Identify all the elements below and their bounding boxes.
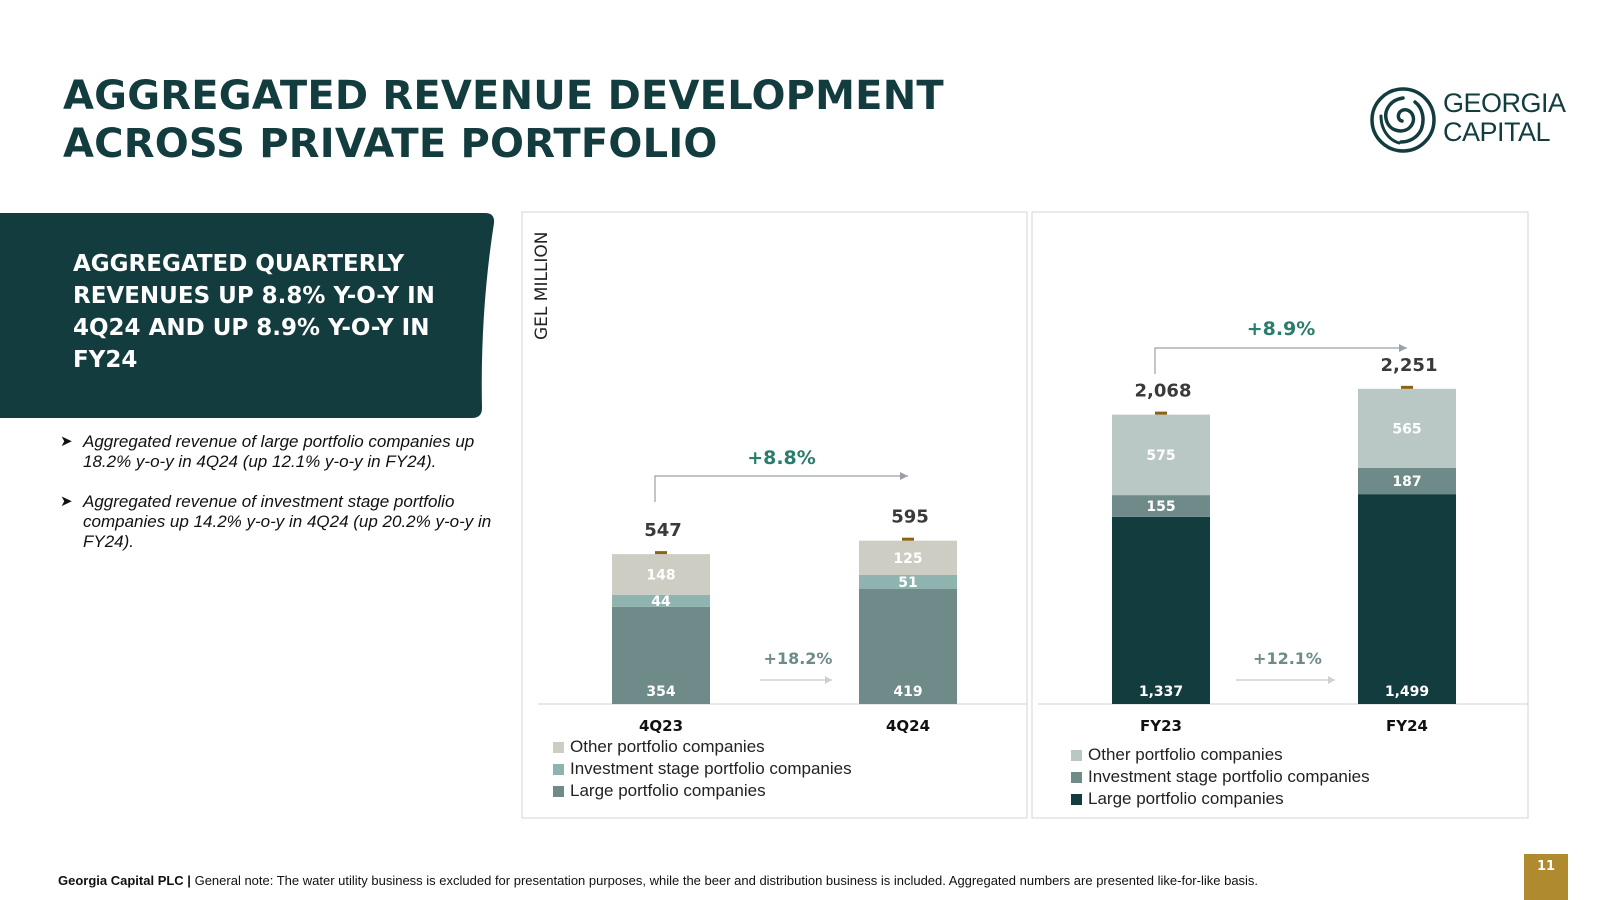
bar-segment-large — [1358, 494, 1456, 704]
bullet-arrow-icon: ➤ — [60, 433, 73, 450]
x-tick-label: FY24 — [1386, 717, 1428, 735]
bar-segment-invest — [1358, 467, 1456, 495]
x-tick-label: 4Q23 — [639, 717, 683, 735]
bar-segment-other — [1112, 414, 1210, 496]
bullet-list: ➤ Aggregated revenue of large portfolio c… — [60, 432, 500, 572]
legend-item: Large portfolio companies — [1071, 788, 1370, 810]
page-title: AGGREGATED REVENUE DEVELOPMENT ACROSS PR… — [63, 72, 944, 168]
bullet-item: ➤ Aggregated revenue of large portfolio c… — [60, 432, 475, 471]
bar-segment-invest — [612, 594, 710, 607]
logo-wordmark: GEORGIA CAPITAL — [1443, 89, 1566, 147]
legend-label: Investment stage portfolio companies — [1088, 767, 1370, 786]
legend-item: Investment stage portfolio companies — [553, 758, 852, 780]
bar-segment-invest — [1112, 495, 1210, 517]
y-axis-label: GEL MILLION — [532, 231, 552, 340]
logo-line-2: CAPITAL — [1443, 117, 1551, 147]
bar-segment-other — [612, 554, 710, 595]
bar-value-label-large: 1,499 — [1385, 684, 1429, 700]
logo-emblem-icon — [1370, 87, 1436, 153]
x-tick-label: FY23 — [1140, 717, 1182, 735]
bar-value-label-large: 419 — [893, 684, 922, 700]
bar-segment-large — [1112, 516, 1210, 704]
legend-item: Other portfolio companies — [553, 736, 852, 758]
bar-value-label-invest: 44 — [651, 594, 671, 610]
logo-line-1: GEORGIA — [1443, 88, 1566, 118]
bar-value-label-large: 354 — [646, 684, 675, 700]
legend-item: Investment stage portfolio companies — [1071, 766, 1370, 788]
legend-label: Large portfolio companies — [1088, 789, 1284, 808]
x-tick-label: 4Q24 — [886, 717, 930, 735]
legend-label: Other portfolio companies — [1088, 745, 1283, 764]
title-line-1: AGGREGATED REVENUE DEVELOPMENT — [63, 73, 944, 119]
bar-value-label-invest: 187 — [1392, 474, 1421, 490]
total-growth-label: +8.9% — [1247, 318, 1316, 340]
legend-label: Investment stage portfolio companies — [570, 759, 852, 778]
total-marker — [655, 551, 667, 555]
bar-total-label: 2,068 — [1135, 381, 1192, 402]
bar-value-label-large: 1,337 — [1139, 684, 1183, 700]
bar-segment-large — [859, 588, 957, 704]
legend-swatch — [1071, 771, 1082, 783]
bar-segment-other — [859, 540, 957, 575]
bar-value-label-invest: 51 — [898, 575, 917, 591]
bullet-item: ➤ Aggregated revenue of investment stage … — [60, 492, 492, 551]
bar-segment-invest — [859, 574, 957, 589]
legend-swatch — [1071, 749, 1082, 761]
legend-item: Large portfolio companies — [553, 780, 852, 802]
headline-banner — [0, 213, 495, 418]
legend-item: Other portfolio companies — [1071, 744, 1370, 766]
bar-value-label-other: 125 — [893, 551, 922, 567]
legend-swatch — [553, 785, 564, 797]
large-growth-label: +12.1% — [1253, 649, 1322, 668]
bar-value-label-other: 575 — [1146, 448, 1175, 464]
legend-swatch — [553, 763, 564, 775]
arrow-head-icon — [825, 676, 832, 684]
bar-total-label: 547 — [644, 520, 682, 541]
quarterly-chart-legend: Other portfolio companies Investment stag… — [553, 736, 852, 802]
footer-note: Georgia Capital PLC | General note: The … — [58, 873, 1258, 888]
arrow-head-icon — [1328, 676, 1335, 684]
bar-value-label-other: 565 — [1392, 421, 1421, 437]
total-growth-arrow — [1154, 347, 1407, 374]
large-growth-label: +18.2% — [764, 649, 833, 668]
bar-value-label-invest: 155 — [1146, 499, 1175, 515]
legend-label: Large portfolio companies — [570, 781, 766, 800]
annual-chart-legend: Other portfolio companies Investment stag… — [1071, 744, 1370, 810]
bar-segment-large — [612, 606, 710, 704]
page-number: 11 — [1524, 854, 1568, 900]
bullet-arrow-icon: ➤ — [60, 493, 73, 510]
total-marker — [1155, 411, 1167, 415]
quarterly-chart-frame — [521, 211, 1028, 819]
total-growth-label: +8.8% — [747, 447, 816, 469]
legend-swatch — [1071, 793, 1082, 805]
bar-value-label-other: 148 — [646, 567, 675, 583]
legend-swatch — [553, 741, 564, 753]
bar-total-label: 2,251 — [1381, 355, 1438, 376]
legend-label: Other portfolio companies — [570, 737, 765, 756]
headline-banner-text: AGGREGATED QUARTERLY REVENUES UP 8.8% Y-… — [73, 251, 435, 373]
total-growth-arrow — [654, 475, 908, 502]
annual-chart: 1,337 155 575 2,068 FY23 1,499 187 565 2,251 FY24… — [1038, 318, 1528, 735]
quarterly-chart: 354 44 148 547 4Q23 419 51 125 595 4Q24 +8.8% +18.2… — [538, 447, 1027, 735]
footer-company: Georgia Capital PLC | — [58, 873, 191, 888]
bar-segment-other — [1358, 388, 1456, 468]
total-marker — [902, 537, 914, 541]
total-marker — [1401, 385, 1413, 389]
annual-chart-frame — [1031, 211, 1529, 819]
footer-text: General note: The water utility business… — [194, 873, 1259, 888]
arrow-head-icon — [1399, 344, 1407, 352]
bar-total-label: 595 — [891, 507, 929, 528]
georgia-capital-logo: GEORGIA CAPITAL — [1369, 86, 1566, 156]
title-line-2: ACROSS PRIVATE PORTFOLIO — [63, 121, 718, 167]
arrow-head-icon — [900, 472, 908, 480]
